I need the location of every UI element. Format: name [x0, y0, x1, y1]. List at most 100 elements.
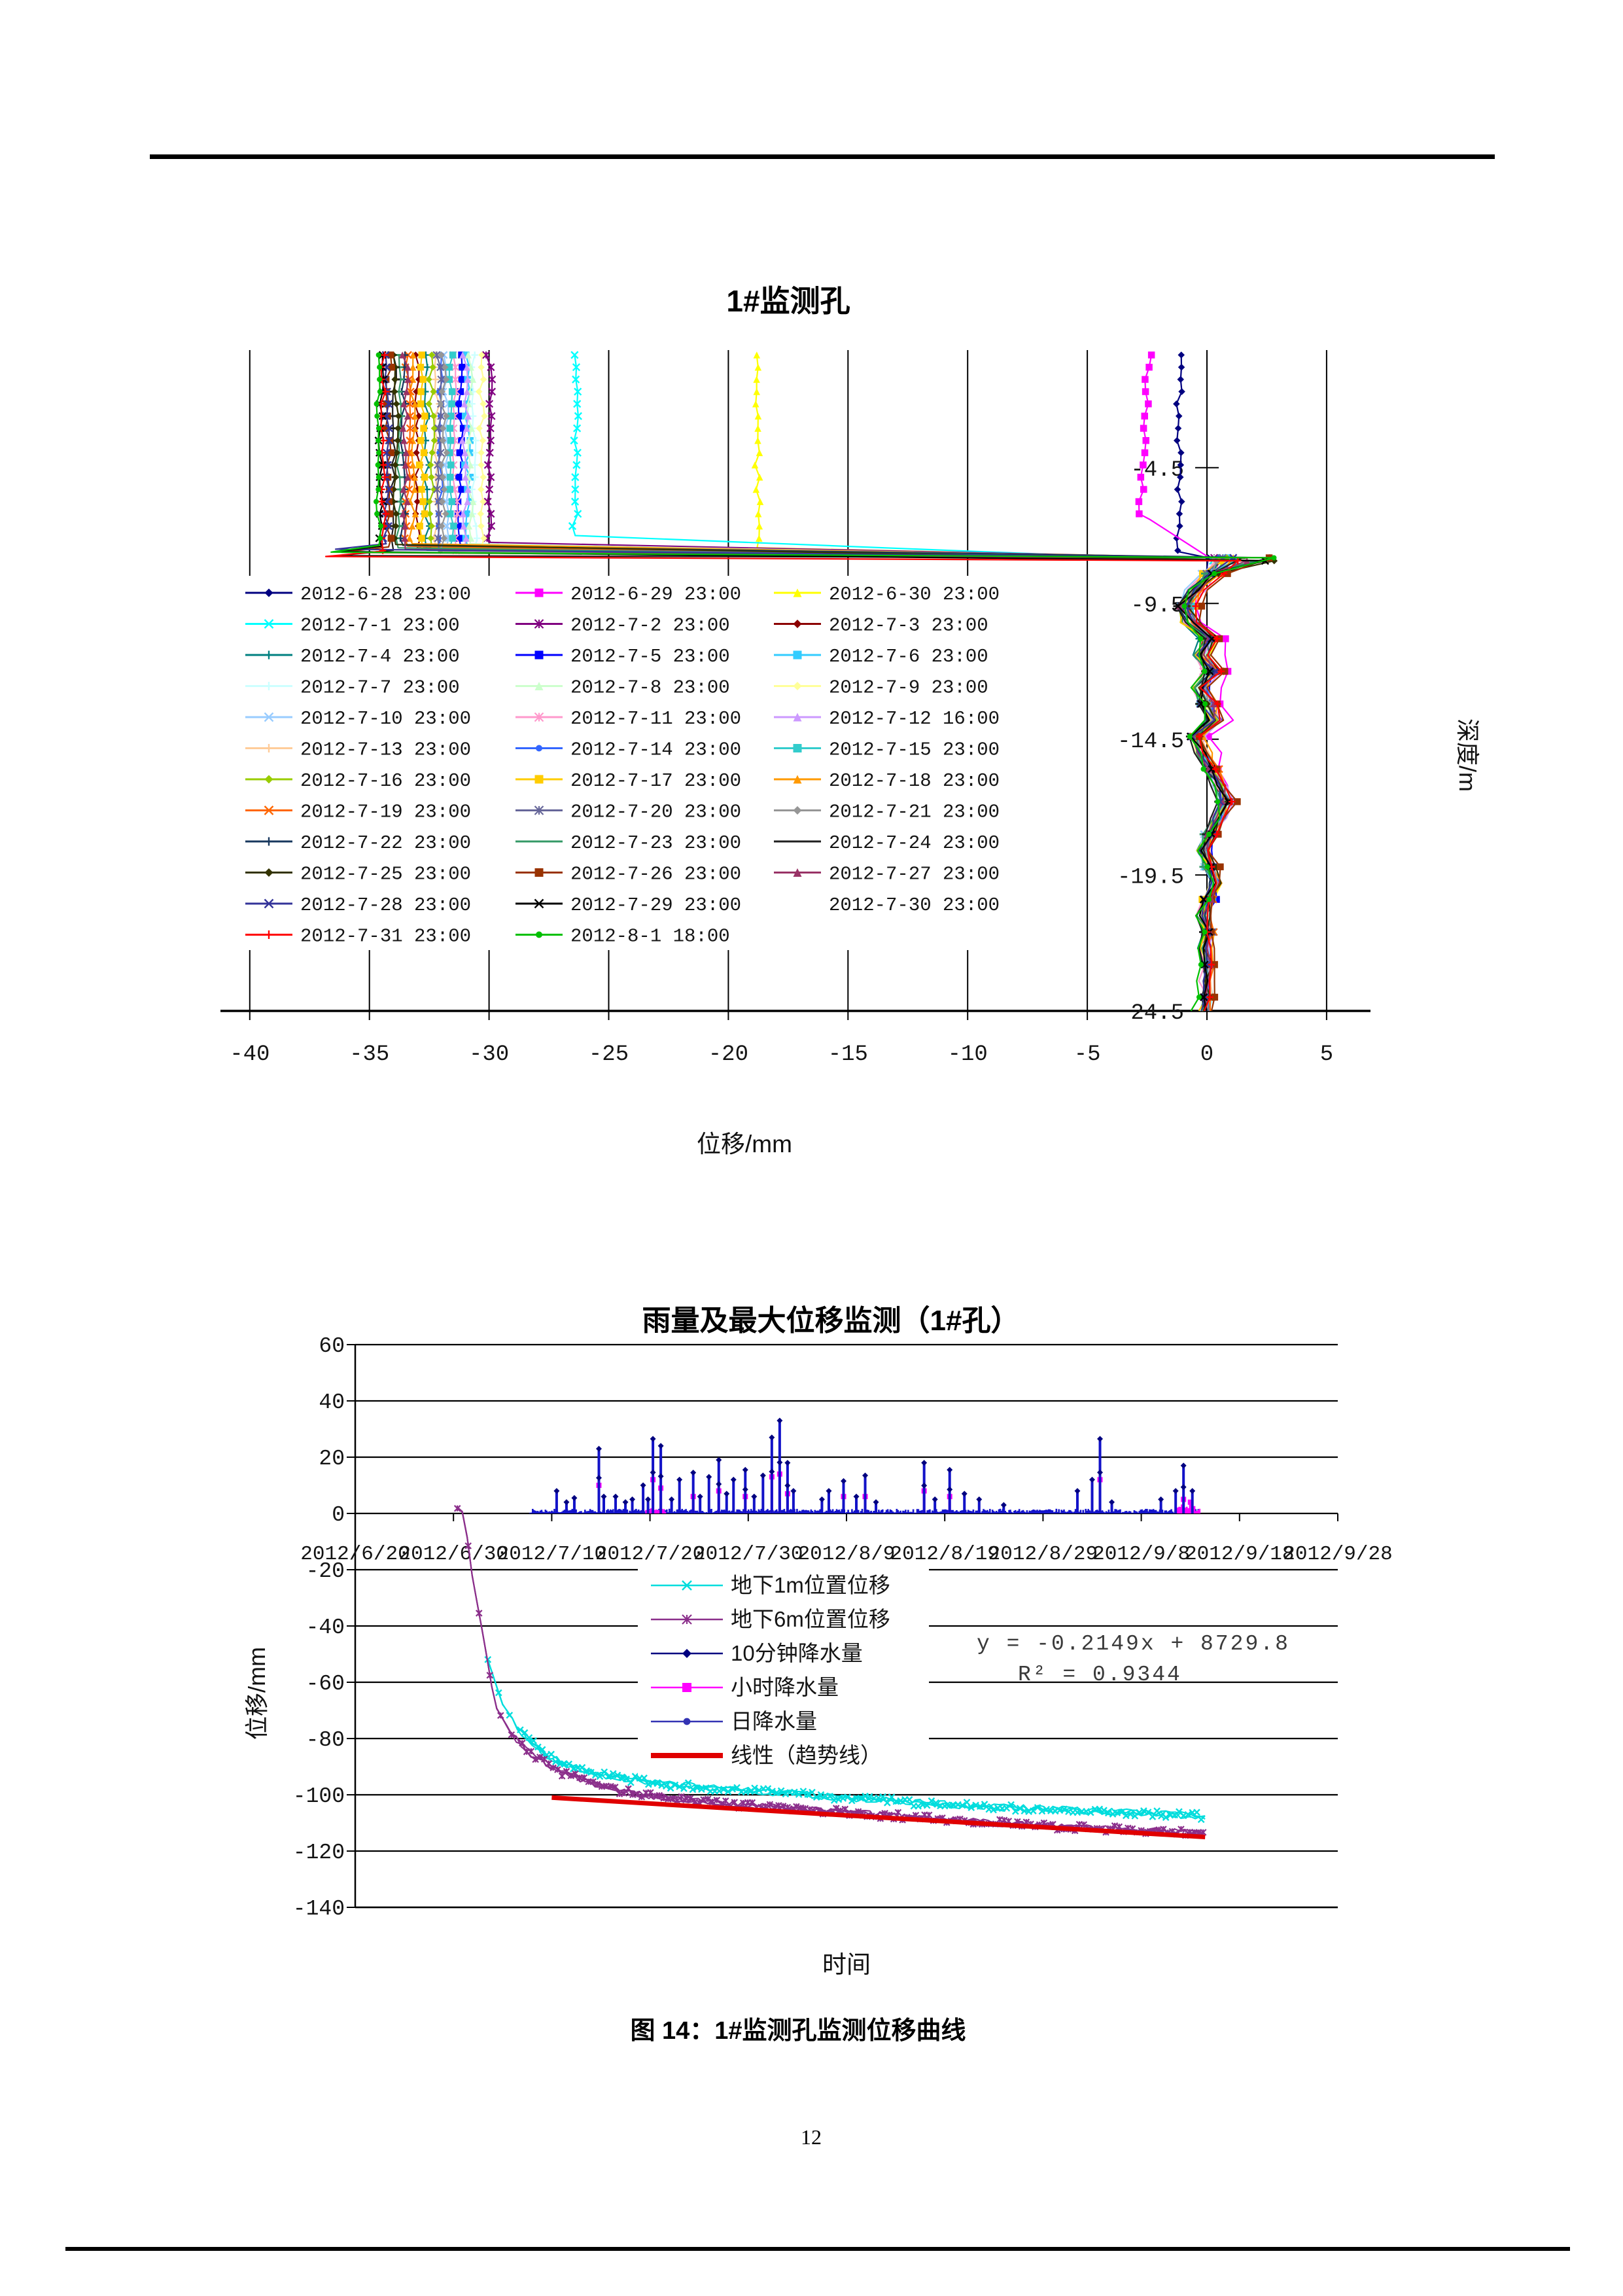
c1-series-marker — [485, 400, 494, 408]
c1-series-marker — [1173, 535, 1180, 542]
c2-disp-6m-marker — [453, 1505, 461, 1512]
c1-series-marker — [573, 424, 582, 433]
c1-series-marker — [379, 437, 387, 444]
c1-series-marker — [437, 375, 445, 383]
c1-series-marker — [437, 400, 445, 408]
c2-legend-label: 小时降水量 — [731, 1675, 839, 1699]
c1-legend-swatch-marker — [793, 620, 802, 628]
c1-series-marker — [754, 510, 762, 518]
c1-series-marker — [416, 522, 423, 530]
c1-series-marker — [386, 510, 394, 518]
c2-x-tick-label: 2012/8/9 — [798, 1543, 896, 1566]
c2-disp-1m-marker — [530, 1737, 537, 1744]
c1-series-marker — [375, 438, 381, 444]
c1-series-marker — [1198, 603, 1206, 610]
c1-series-marker — [394, 412, 402, 420]
c1-legend-label: 2012-7-17 23:00 — [570, 770, 741, 792]
c1-series-marker — [427, 535, 434, 542]
c1-series-marker — [382, 448, 391, 457]
c2-disp-1m-marker — [1162, 1814, 1170, 1822]
c1-series-marker — [453, 510, 462, 518]
c1-series-marker — [486, 424, 495, 433]
c2-disp-1m-marker — [583, 1767, 591, 1775]
c1-series-marker — [1234, 798, 1241, 805]
c1-series-marker — [429, 363, 436, 371]
c2-disp-1m-marker — [605, 1773, 612, 1780]
c2-disp-1m-marker — [689, 1786, 697, 1793]
c1-series-marker — [468, 425, 475, 432]
c2-legend-background — [638, 1568, 929, 1775]
c1-series-marker — [1200, 993, 1210, 1002]
c1-series-marker — [1213, 896, 1220, 903]
c1-series-marker — [481, 412, 488, 420]
c2-disp-1m-marker — [1122, 1812, 1130, 1820]
c1-series-marker — [1198, 636, 1204, 642]
c2-disp-1m-marker — [552, 1758, 559, 1765]
c1-series-marker — [387, 449, 394, 457]
c1-series-marker — [401, 535, 409, 542]
c1-series-marker — [459, 510, 467, 518]
c1-series-marker — [377, 535, 383, 541]
c1-series-marker — [420, 425, 427, 432]
c1-series-marker — [459, 437, 466, 444]
c1-series-marker — [487, 412, 496, 420]
c2-disp-1m-marker — [534, 1743, 542, 1751]
c1-series-marker — [570, 497, 580, 506]
c1-series-marker — [411, 510, 419, 518]
c1-series-marker — [756, 535, 763, 542]
c1-series-marker — [463, 388, 471, 395]
c2-disp-1m-marker — [667, 1784, 674, 1792]
c2-disp-6m-marker — [519, 1739, 526, 1747]
c1-series-marker — [461, 412, 469, 420]
c1-series-marker — [571, 473, 580, 482]
c2-disp-1m-marker — [795, 1791, 803, 1798]
c2-disp-1m-marker — [618, 1773, 626, 1781]
c1-legend-swatch-marker — [534, 619, 544, 629]
c1-series-marker — [487, 473, 495, 482]
c1-series-marker — [477, 510, 484, 518]
c2-rain-band-hourly — [1176, 1504, 1201, 1513]
c1-series-marker — [574, 387, 582, 396]
c1-series-marker — [446, 486, 454, 493]
c1-legend-swatch-marker — [793, 806, 802, 815]
c2-disp-6m-marker — [841, 1805, 849, 1813]
c2-disp-1m-marker — [1158, 1812, 1165, 1820]
trendline-equation: y = -0.2149x + 8729.8 — [977, 1632, 1290, 1656]
c2-disp-6m-marker — [647, 1789, 654, 1796]
c1-series-marker — [434, 497, 443, 506]
c1-series-marker — [404, 412, 411, 420]
c2-rain-spike-10min-marker — [1097, 1469, 1104, 1475]
c1-legend-swatch-marker — [264, 930, 273, 939]
c1-series-marker — [469, 412, 477, 420]
c1-series-marker — [455, 412, 462, 420]
c2-disp-1m-marker — [1011, 1807, 1019, 1815]
c1-series-marker — [385, 498, 393, 505]
c1-series-marker — [1206, 831, 1212, 838]
c1-series-marker — [752, 486, 760, 493]
c2-disp-1m-marker — [932, 1799, 940, 1807]
c1-series-marker — [434, 424, 443, 433]
c1-series-marker — [402, 449, 410, 457]
c1-x-tick-label: -10 — [948, 1042, 988, 1067]
c2-disp-1m-marker — [627, 1778, 635, 1786]
c2-rain-spike-10min-marker — [1158, 1496, 1164, 1502]
c1-legend-swatch-marker — [264, 650, 273, 660]
c1-series-marker — [375, 474, 381, 480]
c2-disp-6m-marker — [497, 1712, 504, 1720]
c1-series-marker — [1211, 993, 1219, 1001]
c2-rain-spike-10min-marker — [1109, 1499, 1115, 1506]
c1-series-marker — [406, 535, 413, 542]
c2-disp-1m-marker — [680, 1785, 688, 1792]
c2-disp-6m-marker — [722, 1797, 729, 1805]
c1-series-marker — [1204, 864, 1210, 870]
c2-disp-1m-marker — [1007, 1801, 1015, 1809]
c1-series-marker — [403, 388, 410, 395]
c2-disp-6m-marker — [612, 1784, 619, 1791]
c2-disp-1m-marker — [676, 1783, 684, 1790]
c1-series-marker — [478, 363, 485, 371]
c2-disp-1m-marker — [1100, 1807, 1108, 1814]
c1-series-marker — [437, 412, 445, 420]
c2-disp-1m-marker — [791, 1788, 798, 1796]
c1-series-marker — [389, 427, 397, 430]
